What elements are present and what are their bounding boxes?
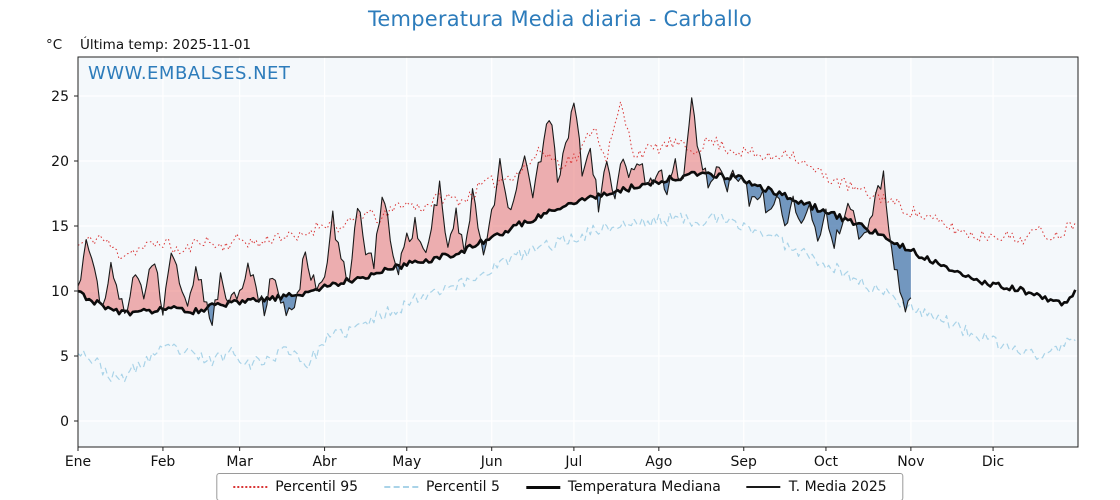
x-tick-label: Feb (151, 454, 176, 470)
chart-title: Temperatura Media diaria - Carballo (367, 7, 753, 31)
plot-frame (77, 56, 1079, 448)
x-tick-label: Sep (731, 454, 758, 470)
last-temp-annotation: Última temp: 2025-11-01 (80, 37, 252, 53)
x-tick-label: Abr (312, 454, 336, 470)
y-tick-label: 25 (51, 89, 69, 105)
legend-label-mediana: Temperatura Mediana (567, 479, 721, 495)
percentil95-line-sample (233, 486, 268, 488)
series-line-4 (77, 97, 912, 326)
series-line-2 (77, 211, 1076, 383)
series-line-3 (77, 170, 1077, 317)
grid-lines (77, 57, 1078, 447)
x-tick-label: Dic (982, 454, 1004, 470)
chart-legend: Percentil 95 Percentil 5 Temperatura Med… (216, 473, 904, 500)
y-tick-label: 10 (51, 284, 69, 300)
x-tick-label: Ene (65, 454, 91, 470)
legend-item-mediana: Temperatura Mediana (525, 479, 721, 495)
legend-label-percentil95: Percentil 95 (275, 479, 359, 495)
y-axis-unit-label: °C (46, 37, 63, 53)
x-tick-label: May (392, 454, 421, 470)
tmedia2025-line-sample (746, 486, 781, 488)
legend-item-percentil95: Percentil 95 (233, 479, 358, 495)
axis-ticks-and-labels: 0 5 10 15 20 25 Ene Feb Mar Abr May Jun Jul Ago Sep Oct… (51, 89, 1004, 470)
x-tick-label: Oct (814, 454, 839, 470)
y-tick-label: 15 (51, 219, 69, 235)
x-tick-label: Nov (897, 454, 924, 470)
mediana-line-sample (525, 485, 560, 489)
y-tick-label: 0 (60, 414, 69, 430)
legend-label-tmedia2025: T. Media 2025 (788, 479, 887, 495)
plot-background (78, 57, 1078, 447)
legend-label-percentil5: Percentil 5 (426, 479, 500, 495)
series-lines (77, 97, 1077, 383)
watermark-text: WWW.EMBALSES.NET (88, 63, 291, 84)
y-tick-label: 20 (51, 154, 69, 170)
legend-item-tmedia2025: T. Media 2025 (746, 479, 887, 495)
legend-item-percentil5: Percentil 5 (384, 479, 500, 495)
x-tick-label: Jul (564, 454, 582, 470)
y-tick-label: 5 (60, 349, 69, 365)
percentil5-line-sample (384, 486, 419, 488)
x-tick-label: Mar (226, 454, 253, 470)
series-line-1 (77, 101, 1076, 260)
x-tick-label: Ago (645, 454, 672, 470)
fill-areas (78, 97, 911, 326)
x-tick-label: Jun (480, 454, 503, 470)
